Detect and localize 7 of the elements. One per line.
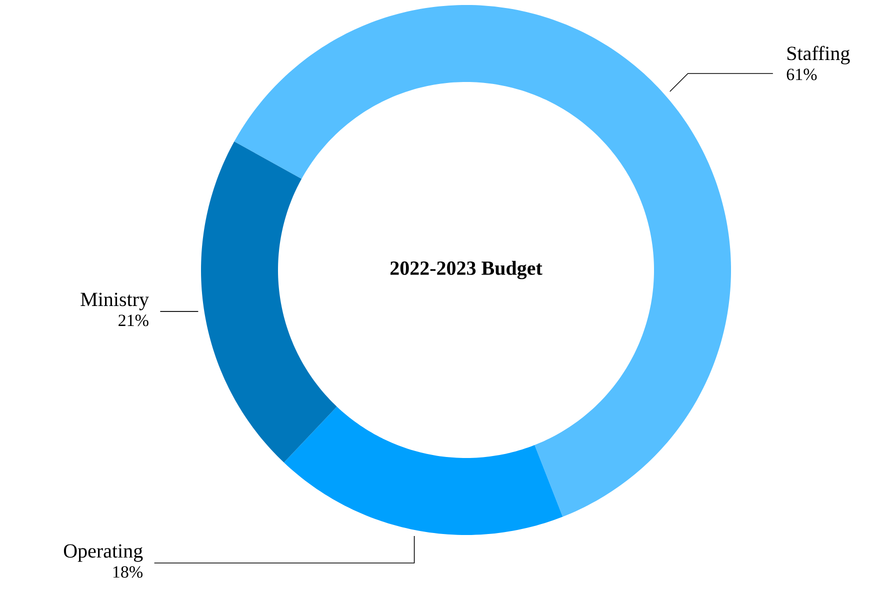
data-label: 18% xyxy=(113,566,143,578)
slice-label: Operating xyxy=(64,544,143,562)
text: 2022-2023 Budget xyxy=(390,260,542,280)
slice-label: Staffing xyxy=(787,46,850,64)
slice-label: Ministry xyxy=(80,292,149,310)
data-label: 21% xyxy=(118,314,148,326)
data-label: 61% xyxy=(786,68,817,80)
